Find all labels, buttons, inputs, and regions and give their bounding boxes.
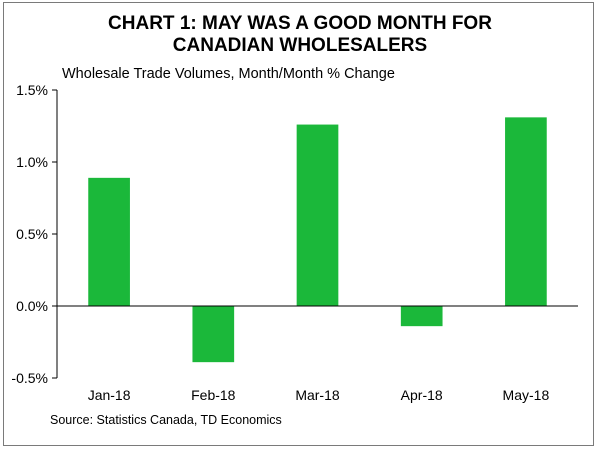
x-tick-label: Jan-18 xyxy=(88,387,131,403)
x-tick-label: Mar-18 xyxy=(295,387,340,403)
bar-mar-18 xyxy=(296,124,339,306)
x-tick-label: Apr-18 xyxy=(401,387,443,403)
bar-jan-18 xyxy=(88,177,130,306)
chart-subtitle: Wholesale Trade Volumes, Month/Month % C… xyxy=(62,66,395,82)
y-tick-label: 0.5% xyxy=(16,226,48,242)
y-tick-label: 0.0% xyxy=(16,298,48,314)
chart-title-line-2: CANADIAN WHOLESALERS xyxy=(172,35,428,56)
y-tick-label: 1.5% xyxy=(16,82,48,98)
x-tick-label: May-18 xyxy=(503,387,550,403)
bar-feb-18 xyxy=(192,306,235,363)
bar-apr-18 xyxy=(400,306,443,327)
source-note: Source: Statistics Canada, TD Economics xyxy=(50,413,282,427)
x-tick-label: Feb-18 xyxy=(191,387,236,403)
chart-title-line-1: CHART 1: MAY WAS A GOOD MONTH FOR xyxy=(108,13,492,34)
y-tick-label: -0.5% xyxy=(11,370,48,386)
bar-may-18 xyxy=(505,117,547,306)
y-tick-label: 1.0% xyxy=(16,154,48,170)
